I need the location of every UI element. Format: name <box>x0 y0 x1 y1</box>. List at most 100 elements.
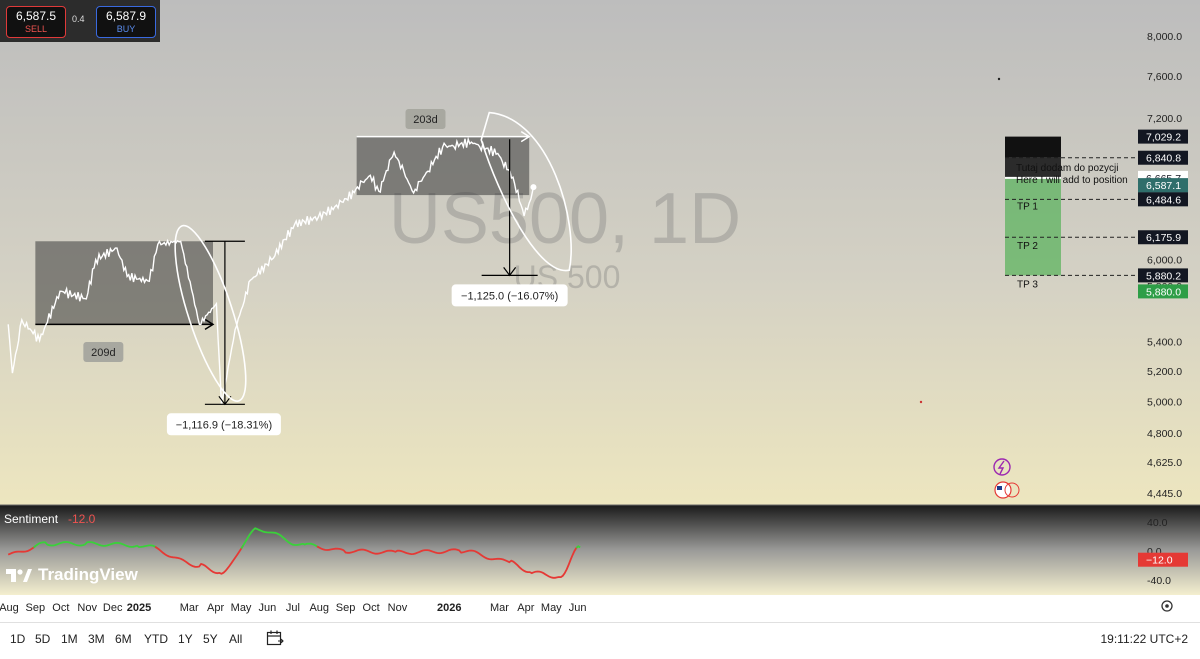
time-axis-label-19: Jun <box>569 602 587 614</box>
price-tag-bg-5 <box>1138 192 1188 207</box>
price-tag-3: 6,587.1 <box>1146 180 1181 192</box>
date-range-calendar-icon[interactable] <box>266 630 284 646</box>
entry-zone <box>1005 157 1061 178</box>
time-axis-label-4: Dec <box>103 602 123 614</box>
price-tag-6: 6,175.9 <box>1146 232 1181 244</box>
timeframe-all[interactable]: All <box>229 632 243 646</box>
note-polish: Tutaj dodam do pozycji <box>1016 163 1118 174</box>
sentiment-value-tag: −12.0 <box>1146 555 1173 567</box>
sentiment-line-segment-3 <box>240 527 320 549</box>
timeframe-ytd[interactable]: YTD <box>144 632 168 646</box>
last-price-marker <box>530 184 537 191</box>
brand-name: TradingView <box>38 565 138 584</box>
drawdown-2-label-bg <box>451 284 568 307</box>
range-1-days-label-bg <box>83 342 124 362</box>
drawn-ellipse-2[interactable] <box>480 111 572 272</box>
price-tag-bg-8 <box>1138 284 1188 299</box>
range-1-days-label: 209d <box>91 347 115 359</box>
time-axis-label-17: Apr <box>517 602 534 614</box>
clock-timezone[interactable]: 19:11:22 UTC+2 <box>1100 632 1189 646</box>
events-flash-glyph <box>997 460 1005 475</box>
price-axis-tick-7: 5,000.0 <box>1147 397 1182 409</box>
time-axis-label-15: 2026 <box>437 602 461 614</box>
price-tag-bg-6 <box>1138 230 1188 245</box>
time-axis-label-13: Oct <box>363 602 380 614</box>
sentiment-line-segment-4 <box>316 545 579 579</box>
drawdown-2-arrow <box>503 267 517 277</box>
sentiment-axis-tick-2: -40.0 <box>1147 575 1171 587</box>
sentiment-line-segment-0 <box>7 545 37 556</box>
stop-zone-dark <box>1005 136 1061 158</box>
sentiment-line-segment-2 <box>154 544 245 575</box>
drawdown-1-label-bg <box>166 413 281 436</box>
drawdown-1-arrow <box>218 395 232 406</box>
stray-dot <box>997 77 1001 81</box>
time-axis-label-10: Jul <box>286 602 300 614</box>
tradingview-icon <box>6 569 32 583</box>
time-axis-label-5: 2025 <box>127 602 151 614</box>
us-flag-icon-2 <box>1004 482 1020 498</box>
range-2-days-label: 203d <box>413 114 437 126</box>
drawdown-1-label: −1,116.9 (−18.31%) <box>176 419 272 431</box>
events-flash-icon[interactable] <box>993 458 1011 476</box>
buy-label: BUY <box>116 24 136 34</box>
price-axis-tick-5: 5,400.0 <box>1147 337 1182 349</box>
price-tag-1: 6,840.8 <box>1146 153 1181 165</box>
sentiment-axis-tick-0: 40.0 <box>1147 517 1168 529</box>
time-axis-label-18: May <box>541 602 562 614</box>
tp1-label: TP 1 <box>1017 201 1038 212</box>
sell-price: 6,587.5 <box>15 9 57 23</box>
timeframe-6m[interactable]: 6M <box>115 632 132 646</box>
sentiment-indicator-value: -12.0 <box>68 512 96 526</box>
time-axis-label-3: Nov <box>77 602 97 614</box>
time-axis-label-9: Jun <box>259 602 277 614</box>
axis-settings-gear-center <box>1165 604 1169 608</box>
bottom-toolbar: 1D 5D 1M 3M 6M YTD 1Y 5Y All 19:11:22 UT… <box>0 622 1200 655</box>
drawn-ellipse-1[interactable] <box>161 219 260 408</box>
stray-dot-red <box>919 400 923 404</box>
time-axis-label-14: Nov <box>388 602 408 614</box>
note-english: Here I will add to position <box>1016 175 1128 186</box>
price-tag-bg-1 <box>1138 150 1188 165</box>
spread-value: 0.4 <box>72 14 85 24</box>
sell-button[interactable]: 6,587.5 SELL <box>6 6 66 38</box>
time-axis-label-6: Mar <box>180 602 199 614</box>
price-axis-tick-8: 4,800.0 <box>1147 428 1182 440</box>
time-axis-label-7: Apr <box>207 602 224 614</box>
sentiment-line-segment-5 <box>575 545 581 549</box>
time-axis-label-2: Oct <box>52 602 69 614</box>
price-tag-7: 5,880.2 <box>1146 270 1181 282</box>
sentiment-pane-background <box>0 505 1200 595</box>
time-axis-label-1: Sep <box>26 602 46 614</box>
price-axis-tick-1: 7,600.0 <box>1147 71 1182 83</box>
price-tag-bg-7 <box>1138 268 1188 283</box>
timeframe-5y[interactable]: 5Y <box>203 632 218 646</box>
tp3-label: TP 3 <box>1017 279 1038 290</box>
profit-zone <box>1005 177 1061 276</box>
tp2-label: TP 2 <box>1017 241 1038 252</box>
time-axis-label-11: Aug <box>309 602 329 614</box>
time-axis-label-8: May <box>231 602 252 614</box>
price-line-series[interactable] <box>7 136 535 405</box>
price-tag-bg-0 <box>1138 129 1188 144</box>
timeframe-1y[interactable]: 1Y <box>178 632 193 646</box>
time-axis-label-0: Aug <box>0 602 19 614</box>
price-tag-8: 5,880.0 <box>1146 286 1181 298</box>
timeframe-1m[interactable]: 1M <box>61 632 78 646</box>
range-arrow-head-2 <box>520 130 531 143</box>
timeframe-1d[interactable]: 1D <box>10 632 26 646</box>
range-2-days-label-bg <box>405 109 446 129</box>
axis-settings-gear-icon[interactable] <box>1161 600 1173 612</box>
timeframe-5d[interactable]: 5D <box>35 632 51 646</box>
timeframe-3m[interactable]: 3M <box>88 632 105 646</box>
buy-price: 6,587.9 <box>105 9 147 23</box>
time-axis-label-16: Mar <box>490 602 509 614</box>
sentiment-indicator-label[interactable]: Sentiment <box>4 512 59 526</box>
price-tag-5: 6,484.6 <box>1146 194 1181 206</box>
time-axis-background <box>0 595 1200 622</box>
buy-button[interactable]: 6,587.9 BUY <box>96 6 156 38</box>
us-flag-canton <box>997 486 1002 490</box>
tradingview-logo: TradingView <box>6 565 138 585</box>
